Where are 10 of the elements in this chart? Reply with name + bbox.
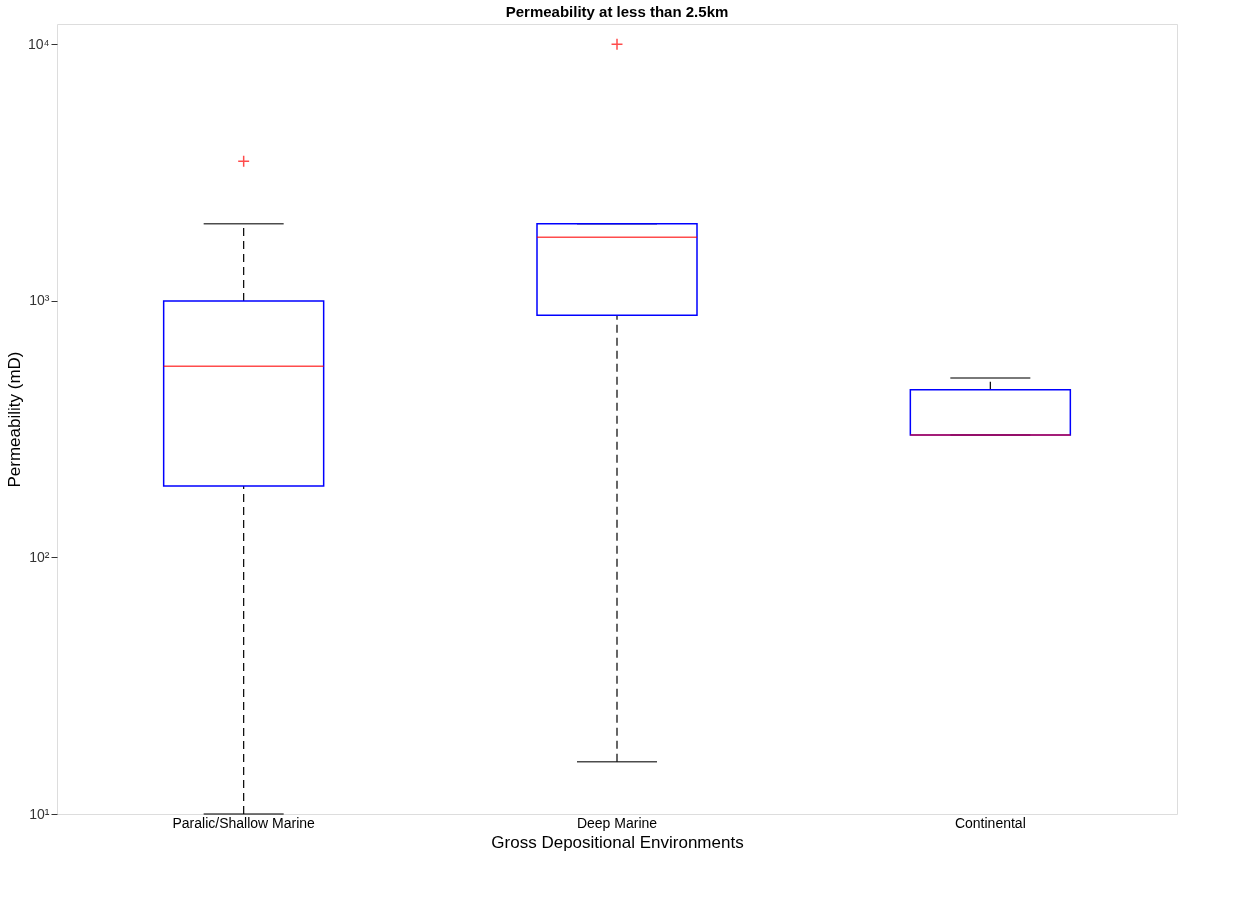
y-tick-label: 10¹ — [29, 805, 50, 822]
x-tick-label: Paralic/Shallow Marine — [172, 814, 316, 831]
x-tick-label: Deep Marine — [576, 814, 658, 831]
x-axis-title: Gross Depositional Environments — [491, 832, 744, 852]
y-axis-title: Permeability (mD) — [4, 351, 24, 488]
y-tick-label: 10² — [29, 548, 50, 565]
chart-title: Permeability at less than 2.5km — [505, 3, 729, 20]
x-tick-label: Continental — [954, 814, 1026, 831]
y-tick-label: 10⁴ — [27, 35, 50, 52]
y-tick-label: 10³ — [29, 292, 50, 309]
